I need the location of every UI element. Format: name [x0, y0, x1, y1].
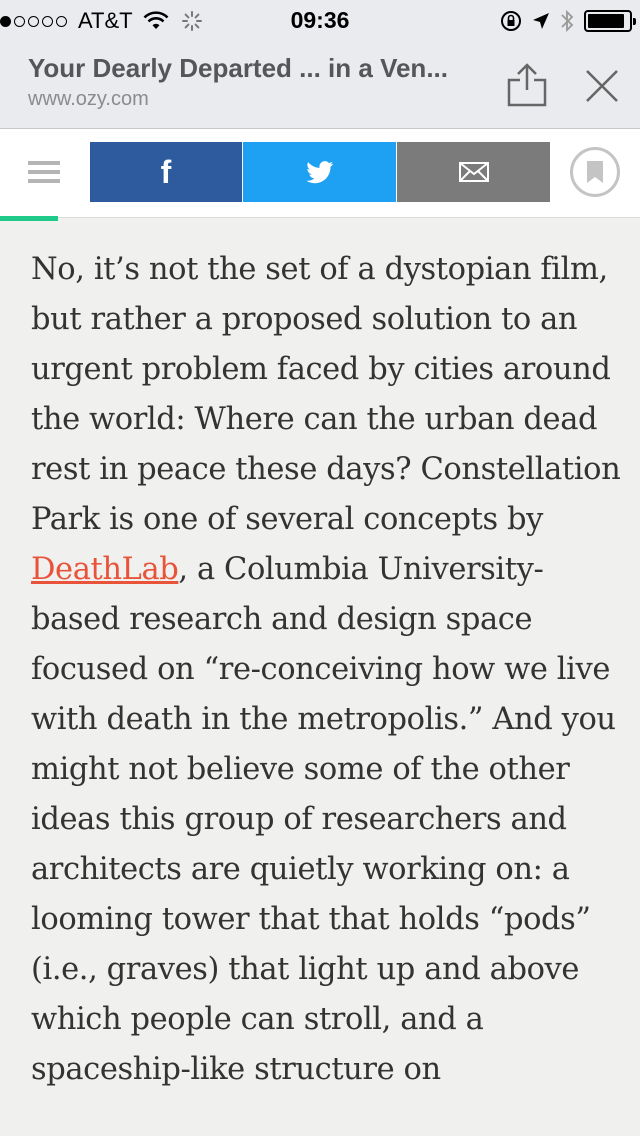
signal-dot — [42, 15, 53, 27]
wifi-icon — [143, 11, 169, 29]
facebook-icon: f — [160, 153, 172, 190]
menu-line — [28, 179, 60, 183]
menu-line — [28, 161, 60, 165]
reading-progress-bar — [0, 216, 58, 221]
carrier-name: AT&T — [78, 8, 133, 33]
close-icon[interactable] — [584, 68, 620, 104]
bookmark-button[interactable] — [570, 147, 620, 197]
share-icon[interactable] — [505, 62, 549, 108]
article-body: No, it’s not the set of a dystopian film… — [31, 245, 621, 1095]
clock: 09:36 — [290, 7, 350, 33]
site-nav: f — [0, 129, 640, 218]
page-url[interactable]: www.ozy.com — [28, 88, 149, 110]
status-left: AT&T — [0, 8, 203, 34]
status-bar: AT&T 09:36 — [0, 0, 640, 40]
twitter-icon — [305, 160, 333, 183]
signal-dot — [0, 15, 11, 27]
twitter-share-button[interactable] — [243, 142, 396, 202]
bookmark-icon — [587, 161, 603, 183]
activity-spinner-icon — [181, 11, 202, 31]
menu-icon[interactable] — [28, 161, 60, 183]
deathlab-link[interactable]: DeathLab — [31, 552, 179, 587]
rotation-lock-icon — [501, 11, 521, 31]
article-text: , a Columbia University-based research a… — [31, 552, 616, 1087]
menu-line — [28, 170, 60, 174]
browser-header: Your Dearly Departed ... in a Ven... www… — [0, 40, 640, 129]
bluetooth-icon — [561, 9, 574, 33]
battery-icon — [584, 10, 636, 32]
battery-tip — [633, 18, 636, 25]
signal-dot — [56, 15, 67, 27]
status-right — [490, 9, 636, 33]
facebook-share-button[interactable]: f — [90, 142, 242, 202]
battery-fill — [588, 14, 624, 28]
mail-icon — [458, 162, 489, 182]
location-icon — [533, 13, 549, 29]
email-share-button[interactable] — [397, 142, 550, 202]
page-title[interactable]: Your Dearly Departed ... in a Ven... — [28, 53, 448, 83]
article-text: No, it’s not the set of a dystopian film… — [31, 252, 621, 537]
signal-strength-icon — [0, 15, 70, 27]
signal-dot — [14, 15, 25, 27]
signal-dot — [28, 15, 39, 27]
